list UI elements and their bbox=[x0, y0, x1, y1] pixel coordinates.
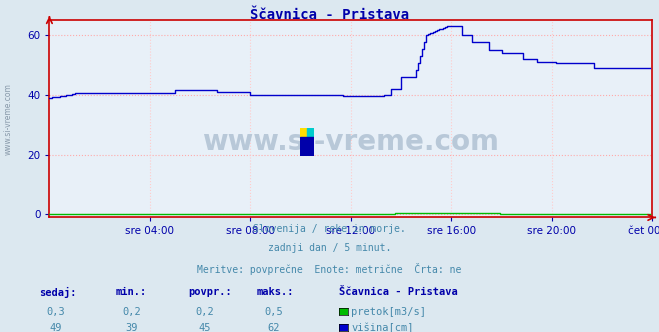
Text: 0,2: 0,2 bbox=[123, 307, 141, 317]
Text: povpr.:: povpr.: bbox=[188, 287, 231, 297]
Text: maks.:: maks.: bbox=[257, 287, 295, 297]
Bar bbox=[300, 137, 314, 156]
Text: 45: 45 bbox=[198, 323, 210, 332]
Text: 0,3: 0,3 bbox=[47, 307, 65, 317]
Text: 49: 49 bbox=[50, 323, 62, 332]
Text: Meritve: povprečne  Enote: metrične  Črta: ne: Meritve: povprečne Enote: metrične Črta:… bbox=[197, 263, 462, 275]
Text: 39: 39 bbox=[126, 323, 138, 332]
Text: pretok[m3/s]: pretok[m3/s] bbox=[351, 307, 426, 317]
Text: Slovenija / reke in morje.: Slovenija / reke in morje. bbox=[253, 224, 406, 234]
Text: 0,2: 0,2 bbox=[195, 307, 214, 317]
Text: Ščavnica - Pristava: Ščavnica - Pristava bbox=[339, 287, 458, 297]
Text: 62: 62 bbox=[268, 323, 279, 332]
Text: min.:: min.: bbox=[115, 287, 146, 297]
Text: sedaj:: sedaj: bbox=[40, 287, 77, 298]
Text: 0,5: 0,5 bbox=[264, 307, 283, 317]
Text: zadnji dan / 5 minut.: zadnji dan / 5 minut. bbox=[268, 243, 391, 253]
Text: www.si-vreme.com: www.si-vreme.com bbox=[3, 84, 13, 155]
Bar bbox=[307, 128, 314, 137]
Text: www.si-vreme.com: www.si-vreme.com bbox=[202, 128, 500, 156]
Text: Ščavnica - Pristava: Ščavnica - Pristava bbox=[250, 8, 409, 22]
Text: višina[cm]: višina[cm] bbox=[351, 323, 414, 332]
Bar bbox=[300, 128, 307, 137]
